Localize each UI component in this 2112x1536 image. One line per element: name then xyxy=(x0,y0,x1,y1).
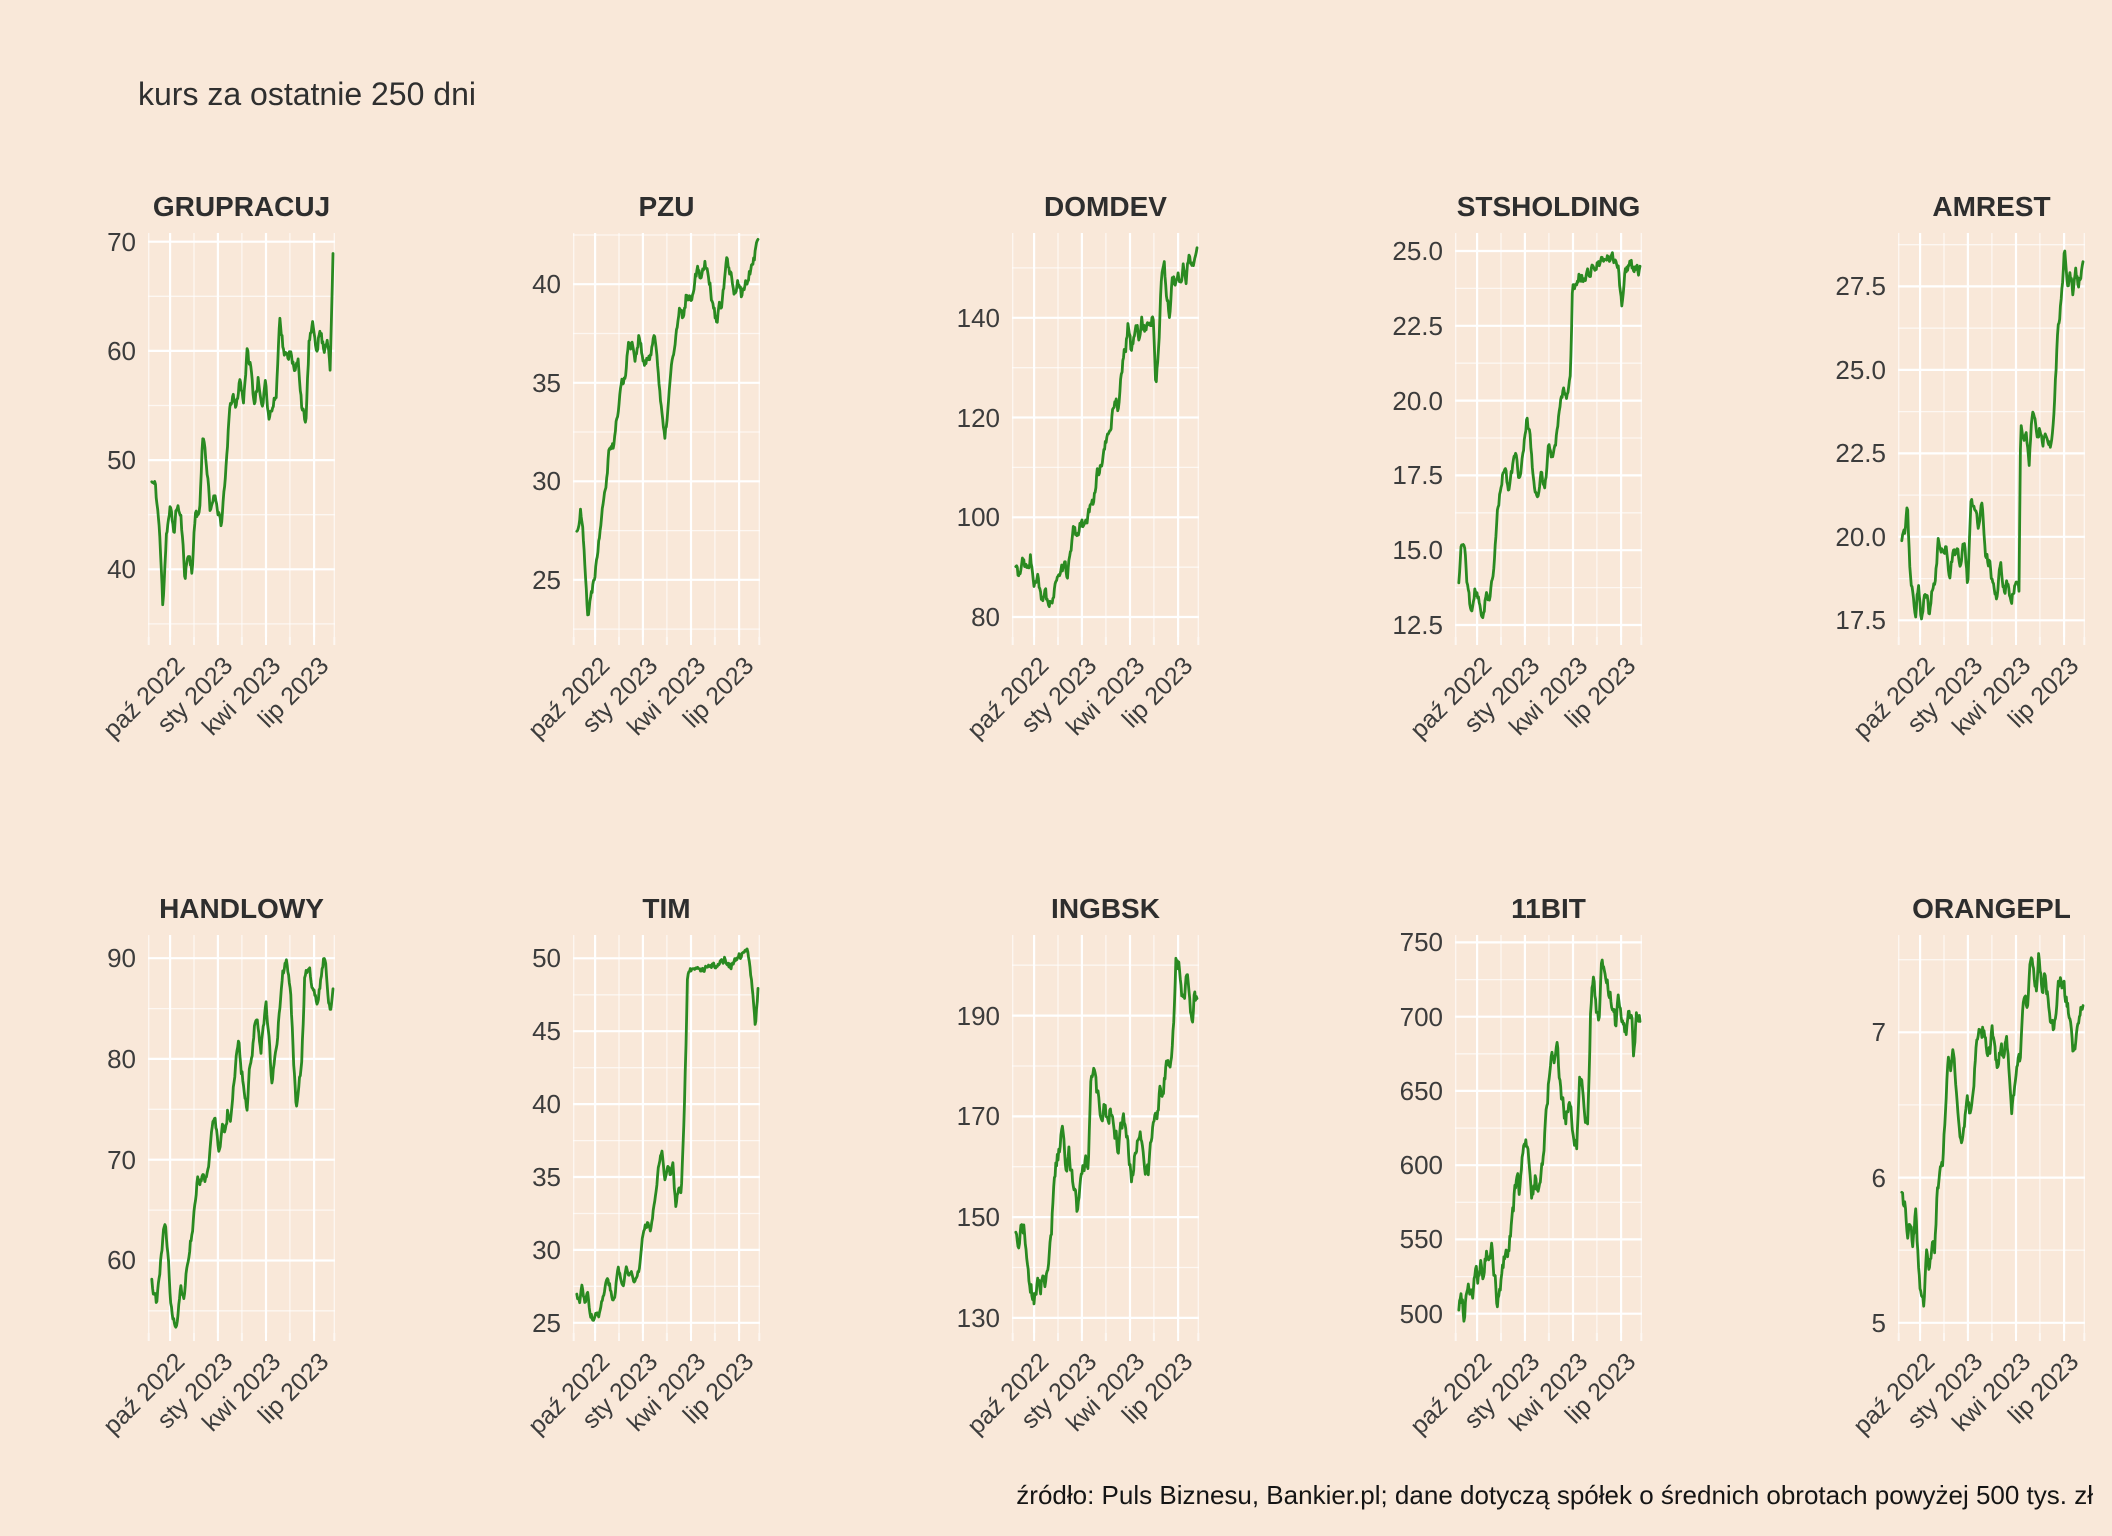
y-tick-label: 6 xyxy=(1871,1162,1886,1193)
y-tick-label: 20.0 xyxy=(1392,385,1443,416)
chart-title: GRUPRACUJ xyxy=(152,191,331,222)
price-line xyxy=(1900,249,2085,621)
line-chart-svg xyxy=(572,935,761,1341)
price-line xyxy=(1457,958,1642,1323)
y-tick-label: 190 xyxy=(956,1000,1000,1031)
price-line xyxy=(150,957,335,1329)
y-tick-label: 40 xyxy=(532,269,561,300)
line-chart-svg xyxy=(147,935,336,1341)
line-chart-svg xyxy=(147,233,336,645)
chart-title: 11BIT xyxy=(1511,893,1586,924)
y-tick-label: 40 xyxy=(532,1089,561,1120)
y-tick-label: 25.0 xyxy=(1392,235,1443,266)
y-tick-label: 130 xyxy=(956,1302,1000,1333)
y-tick-label: 20.0 xyxy=(1835,521,1886,552)
y-tick-label: 700 xyxy=(1399,1001,1443,1032)
y-tick-label: 60 xyxy=(107,335,136,366)
source-note: źródło: Puls Biznesu, Bankier.pl; dane d… xyxy=(1016,1480,2093,1510)
y-tick-label: 70 xyxy=(107,1144,136,1175)
price-line xyxy=(150,252,335,607)
y-tick-label: 35 xyxy=(532,367,561,398)
line-chart-svg xyxy=(572,233,761,645)
y-tick-label: 22.5 xyxy=(1392,310,1443,341)
line-chart-svg xyxy=(1454,935,1643,1341)
y-tick-label: 140 xyxy=(956,302,1000,333)
line-chart-svg xyxy=(1011,233,1200,645)
line-chart-svg xyxy=(1897,935,2086,1341)
y-tick-label: 30 xyxy=(532,466,561,497)
y-tick-label: 40 xyxy=(107,554,136,585)
price-line xyxy=(1014,956,1199,1306)
y-tick-label: 12.5 xyxy=(1392,610,1443,641)
chart-title: PZU xyxy=(638,191,695,222)
y-tick-label: 35 xyxy=(532,1162,561,1192)
y-tick-label: 100 xyxy=(956,502,1000,533)
y-tick-label: 25 xyxy=(532,1307,561,1338)
y-tick-label: 27.5 xyxy=(1835,271,1886,302)
y-tick-label: 25.0 xyxy=(1835,354,1886,385)
chart-title: STSHOLDING xyxy=(1456,191,1641,222)
y-tick-label: 80 xyxy=(107,1043,136,1074)
y-tick-label: 650 xyxy=(1399,1075,1443,1106)
y-tick-label: 5 xyxy=(1871,1307,1886,1338)
y-tick-label: 500 xyxy=(1399,1298,1443,1329)
price-line xyxy=(1014,246,1199,609)
y-tick-label: 50 xyxy=(532,943,561,974)
y-tick-label: 7 xyxy=(1871,1017,1886,1048)
y-tick-label: 600 xyxy=(1399,1150,1443,1181)
y-tick-label: 30 xyxy=(532,1234,561,1265)
chart-title: DOMDEV xyxy=(1044,191,1167,222)
y-tick-label: 17.5 xyxy=(1835,605,1886,636)
price-line xyxy=(575,238,760,617)
y-tick-label: 150 xyxy=(956,1202,1000,1233)
chart-title: HANDLOWY xyxy=(159,893,324,924)
y-tick-label: 50 xyxy=(107,445,136,476)
y-tick-label: 120 xyxy=(956,402,1000,433)
y-tick-label: 90 xyxy=(107,943,136,974)
y-tick-label: 60 xyxy=(107,1245,136,1276)
y-tick-label: 25 xyxy=(532,564,561,595)
y-tick-label: 170 xyxy=(956,1101,1000,1132)
line-chart-svg xyxy=(1011,935,1200,1341)
page-title: kurs za ostatnie 250 dni xyxy=(138,76,476,112)
y-tick-label: 15.0 xyxy=(1392,535,1443,566)
chart-title: ORANGEPL xyxy=(1912,893,2071,924)
y-tick-label: 80 xyxy=(971,602,1000,633)
price-line xyxy=(575,947,760,1322)
line-chart-svg xyxy=(1897,233,2086,645)
chart-title: TIM xyxy=(642,893,691,924)
y-tick-label: 22.5 xyxy=(1835,438,1886,469)
y-tick-label: 17.5 xyxy=(1392,460,1443,491)
y-tick-label: 750 xyxy=(1399,927,1443,958)
line-chart-svg xyxy=(1454,233,1643,645)
price-line xyxy=(1457,251,1642,620)
chart-title: INGBSK xyxy=(1051,893,1160,924)
y-tick-label: 70 xyxy=(107,226,136,257)
y-tick-label: 45 xyxy=(532,1016,561,1047)
price-line xyxy=(1900,952,2085,1308)
y-tick-label: 550 xyxy=(1399,1224,1443,1255)
chart-title: AMREST xyxy=(1932,191,2051,222)
